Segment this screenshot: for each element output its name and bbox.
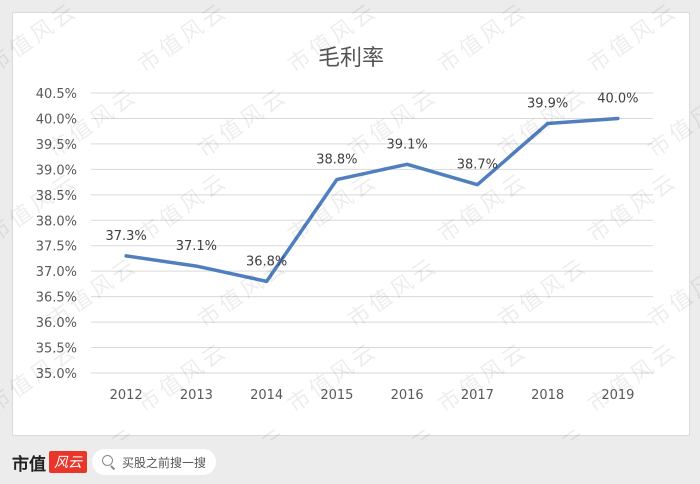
data-label: 36.8% — [246, 254, 287, 269]
chart-title: 毛利率 — [318, 46, 384, 71]
data-label: 37.3% — [105, 229, 146, 244]
chart-card: 毛利率 35.0% 35.5% 36.0% 36.5% 37.0% 37.5% 38.0% 3… — [12, 12, 690, 436]
search-box[interactable]: 买股之前搜一搜 — [92, 449, 216, 475]
x-tick-label: 2018 — [531, 388, 564, 403]
gridlines — [91, 92, 653, 374]
line-chart: 毛利率 35.0%35.5%36.0%36.5%37.0%37.5%38.0%3… — [36, 46, 653, 403]
x-tick-label: 2013 — [180, 388, 213, 403]
data-label: 38.8% — [316, 153, 357, 168]
y-tick-label: 39.5% — [36, 138, 77, 153]
data-label: 40.0% — [597, 91, 638, 106]
y-tick-label: 35.0% — [36, 367, 77, 382]
data-label: 38.7% — [457, 158, 498, 173]
y-tick-label: 37.0% — [36, 265, 77, 280]
x-tick-label: 2015 — [320, 388, 353, 403]
series-line — [124, 116, 620, 284]
footer-bar: 市值 风云 买股之前搜一搜 — [0, 440, 700, 484]
y-tick-label: 39.0% — [36, 163, 77, 178]
y-tick-label: 38.0% — [36, 214, 77, 229]
brand-name: 市值 — [12, 454, 46, 475]
x-tick-label: 2012 — [110, 388, 143, 403]
brand-badge: 风云 — [49, 451, 87, 473]
x-tick-label: 2014 — [250, 388, 283, 403]
data-label: 37.1% — [176, 239, 217, 254]
y-tick-label: 36.5% — [36, 291, 77, 306]
y-tick-label: 40.0% — [36, 112, 77, 127]
x-tick-label: 2016 — [391, 388, 424, 403]
data-label: 39.1% — [386, 137, 427, 152]
y-tick-label: 36.0% — [36, 316, 77, 331]
y-axis-ticks: 35.0% 35.5% 36.0% 36.5% 37.0% 37.5% 38.0% 38.5%… — [36, 87, 77, 382]
search-placeholder: 买股之前搜一搜 — [122, 455, 207, 470]
x-axis-ticks: 2012 2013 2014 2015 2016 2017 2018 2019 — [110, 388, 635, 403]
data-labels: 37.3% 37.1% 36.8% 38.8% 39.1% 38.7% 39.9% 40.0% — [105, 91, 638, 269]
data-label: 39.9% — [527, 97, 568, 112]
y-tick-label: 40.5% — [36, 87, 77, 102]
search-icon — [102, 455, 116, 471]
y-tick-label: 38.5% — [36, 189, 77, 204]
brand-logo[interactable]: 市值 风云 — [12, 450, 87, 475]
x-tick-label: 2017 — [461, 388, 494, 403]
y-tick-label: 37.5% — [36, 240, 77, 255]
x-tick-label: 2019 — [601, 388, 634, 403]
y-tick-label: 35.5% — [36, 342, 77, 357]
